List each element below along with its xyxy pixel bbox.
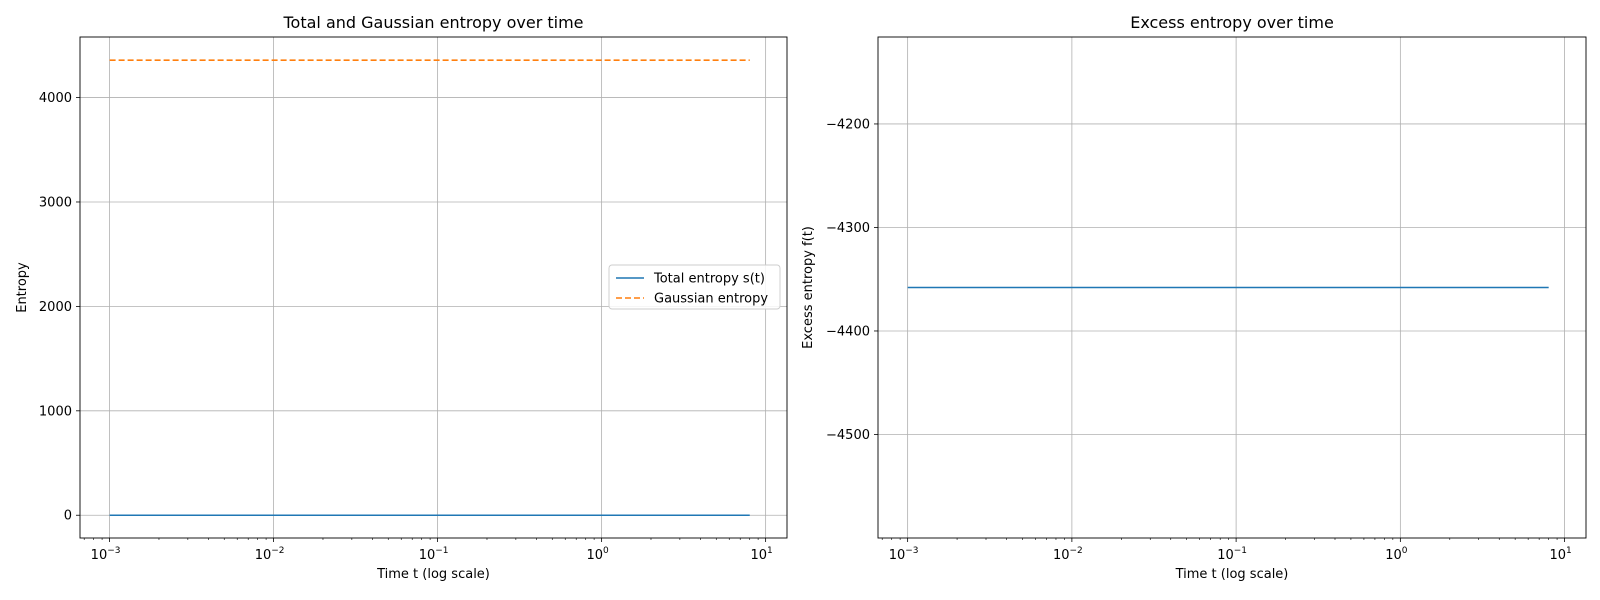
x-tick-base: 10 [750,548,767,563]
chart-title: Excess entropy over time [1130,13,1334,32]
x-tick-label: 10−2 [255,546,285,563]
x-tick-exponent: −2 [1070,546,1083,556]
x-tick-label: 10−1 [419,546,449,563]
x-tick-label: 10−3 [91,546,121,563]
x-axis-label: Time t (log scale) [1175,567,1289,582]
x-tick-base: 10 [1217,548,1234,563]
x-tick-label: 10−2 [1053,546,1083,563]
x-tick-base: 10 [255,548,272,563]
x-tick-exponent: 1 [767,546,773,556]
legend-box [608,264,781,310]
y-tick-label: −4400 [826,324,870,339]
legend-label-2: Gaussian entropy [654,292,768,307]
x-tick-exponent: −1 [435,546,448,556]
axes-frame [79,36,788,539]
x-tick-label: 100 [1385,546,1408,563]
y-tick-label: −4200 [826,117,870,132]
x-tick-exponent: −3 [107,546,120,556]
x-tick-base: 10 [889,548,906,563]
x-tick-label: 101 [1549,546,1571,563]
chart-2: 10−3 10−2 10−1 100 101−4500−4400−4300−4200Ex… [801,13,1587,582]
legend: Total entropy s(t) Gaussian entropy [608,264,781,310]
chart-1: 10−3 10−2 10−1 100 10101000200030004000Total… [15,13,788,582]
y-tick-label: −4300 [826,221,870,236]
y-axis-label: Entropy [15,262,30,313]
y-tick-label: 4000 [39,91,72,106]
x-tick-base: 10 [1053,548,1070,563]
axes-frame [877,36,1587,539]
x-tick-base: 10 [586,548,603,563]
x-tick-base: 10 [1385,548,1402,563]
x-axis-label: Time t (log scale) [376,567,490,582]
x-tick-label: 10−1 [1217,546,1247,563]
y-tick-label: 1000 [39,404,72,419]
y-tick-label: 3000 [39,195,72,210]
x-tick-exponent: −2 [271,546,284,556]
x-tick-label: 101 [750,546,772,563]
y-axis-label: Excess entropy f(t) [801,226,816,349]
legend-label-1: Total entropy s(t) [653,272,765,287]
x-tick-label: 100 [586,546,609,563]
x-tick-exponent: 0 [1402,546,1408,556]
x-tick-base: 10 [91,548,108,563]
chart-title: Total and Gaussian entropy over time [282,13,583,32]
x-tick-base: 10 [1549,548,1566,563]
x-tick-exponent: 0 [603,546,609,556]
x-tick-base: 10 [419,548,436,563]
x-tick-exponent: 1 [1566,546,1572,556]
x-tick-label: 10−3 [889,546,919,563]
y-tick-label: −4500 [826,428,870,443]
y-tick-label: 2000 [39,300,72,315]
x-tick-exponent: −1 [1234,546,1247,556]
y-tick-label: 0 [64,509,72,524]
x-tick-exponent: −3 [905,546,918,556]
